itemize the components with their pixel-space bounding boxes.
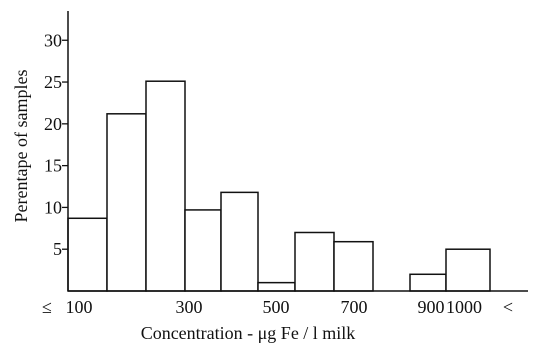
axes-layer bbox=[67, 11, 528, 292]
x-tick-label-500: 500 bbox=[263, 297, 290, 317]
bar-5 bbox=[220, 191, 259, 292]
y-tick-label-30: 30 bbox=[44, 30, 62, 50]
x-tick-label-lt: < bbox=[503, 297, 513, 317]
y-ticks-layer: 5 10 15 20 25 30 bbox=[44, 30, 68, 259]
x-tick-label-300: 300 bbox=[176, 297, 203, 317]
bar-1 bbox=[67, 217, 108, 292]
x-tick-label-1000: 1000 bbox=[446, 297, 482, 317]
x-tick-label-100: 100 bbox=[66, 297, 93, 317]
y-axis-title: Perentape of samples bbox=[11, 70, 31, 223]
y-tick-label-10: 10 bbox=[44, 197, 62, 217]
x-tick-label-700: 700 bbox=[341, 297, 368, 317]
bar-6 bbox=[257, 281, 296, 292]
x-tick-labels-layer: ≤ 100 300 500 700 900 1000 < bbox=[42, 297, 513, 317]
x-tick-label-900: 900 bbox=[418, 297, 445, 317]
y-tick-label-20: 20 bbox=[44, 114, 62, 134]
bar-4 bbox=[184, 209, 222, 292]
bar-8 bbox=[333, 240, 374, 292]
y-tick-label-5: 5 bbox=[53, 239, 62, 259]
bar-2 bbox=[106, 113, 147, 292]
bars-layer bbox=[67, 80, 491, 292]
bar-10 bbox=[409, 273, 447, 292]
y-tick-label-25: 25 bbox=[44, 72, 62, 92]
x-tick-label-le: ≤ bbox=[42, 297, 52, 317]
y-tick-label-15: 15 bbox=[44, 156, 62, 176]
x-axis-title: Concentration - μg Fe / l milk bbox=[141, 323, 356, 343]
bar-3 bbox=[145, 80, 186, 292]
bar-7 bbox=[294, 231, 335, 292]
bar-11 bbox=[445, 248, 491, 292]
